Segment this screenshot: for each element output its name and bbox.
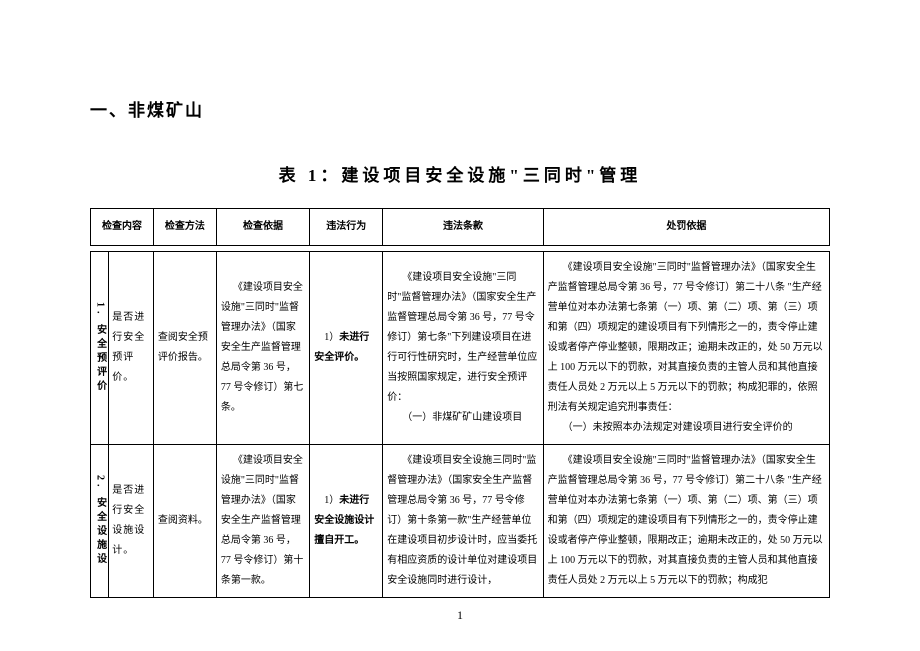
cell-basis: 《建设项目安全设施"三同时"监督管理办法》（国家安全生产监督管理总局令第 36 …	[216, 252, 309, 445]
act-prefix: 1）	[324, 495, 339, 506]
cell-item: 是否进行安全预评价。	[109, 252, 154, 445]
table-title: 表 1：建设项目安全设施"三同时"管理	[90, 161, 830, 186]
table-row: 1. 安全预评价 是否进行安全预评价。 查阅安全预评价报告。 《建设项目安全设施…	[91, 252, 830, 445]
cell-method: 查阅资料。	[153, 445, 216, 598]
act-prefix: 1）	[324, 332, 339, 343]
table-row: 2. 安全设施设 是否进行安全设施设计。 查阅资料。 《建设项目安全设施"三同时…	[91, 445, 830, 598]
clause-p1: 《建设项目安全设施"三同时"监督管理办法》（国家安全生产监督管理总局令第 36 …	[387, 268, 538, 408]
table-header-row: 检查内容 检查方法 检查依据 违法行为 违法条款 处罚依据	[91, 209, 830, 246]
act-bold: 未进行安全设施设计擅自开工。	[314, 495, 374, 546]
cell-act: 1）未进行安全设施设计擅自开工。	[310, 445, 383, 598]
row-index: 1. 安全预评价	[91, 252, 109, 445]
col-punish-basis: 处罚依据	[543, 209, 829, 246]
col-violation-act: 违法行为	[310, 209, 383, 246]
cell-clause: 《建设项目安全设施三同时"监督管理办法》（国家安全生产监督管理总局令第 36 号…	[383, 445, 543, 598]
clause-p1: 《建设项目安全设施三同时"监督管理办法》（国家安全生产监督管理总局令第 36 号…	[387, 451, 538, 591]
clause-p2: （一）非煤矿矿山建设项目	[387, 408, 538, 428]
punish-p1: 《建设项目安全设施"三同时"监督管理办法》（国家安全生产监督管理总局令第 36 …	[548, 451, 825, 591]
section-heading: 一、非煤矿山	[90, 96, 830, 121]
col-check-method: 检查方法	[153, 209, 216, 246]
document-page: 一、非煤矿山 表 1：建设项目安全设施"三同时"管理 检查内容 检查方法 检查依…	[0, 0, 920, 623]
cell-punish: 《建设项目安全设施"三同时"监督管理办法》（国家安全生产监督管理总局令第 36 …	[543, 252, 829, 445]
cell-basis: 《建设项目安全设施"三同时"监督管理办法》（国家安全生产监督管理总局令第 36 …	[216, 445, 309, 598]
punish-p2: （一）未按照本办法规定对建设项目进行安全评价的	[548, 418, 825, 438]
cell-method: 查阅安全预评价报告。	[153, 252, 216, 445]
col-check-basis: 检查依据	[216, 209, 309, 246]
col-violation-clause: 违法条款	[383, 209, 543, 246]
col-check-content: 检查内容	[91, 209, 154, 246]
act-bold: 未进行安全评价。	[314, 332, 369, 363]
regulation-table: 检查内容 检查方法 检查依据 违法行为 违法条款 处罚依据 1. 安全预评价 是…	[90, 208, 830, 598]
cell-item: 是否进行安全设施设计。	[109, 445, 154, 598]
cell-clause: 《建设项目安全设施"三同时"监督管理办法》（国家安全生产监督管理总局令第 36 …	[383, 252, 543, 445]
cell-act: 1）未进行安全评价。	[310, 252, 383, 445]
cell-punish: 《建设项目安全设施"三同时"监督管理办法》（国家安全生产监督管理总局令第 36 …	[543, 445, 829, 598]
page-number: 1	[90, 608, 830, 623]
row-index: 2. 安全设施设	[91, 445, 109, 598]
punish-p1: 《建设项目安全设施"三同时"监督管理办法》（国家安全生产监督管理总局令第 36 …	[548, 258, 825, 418]
